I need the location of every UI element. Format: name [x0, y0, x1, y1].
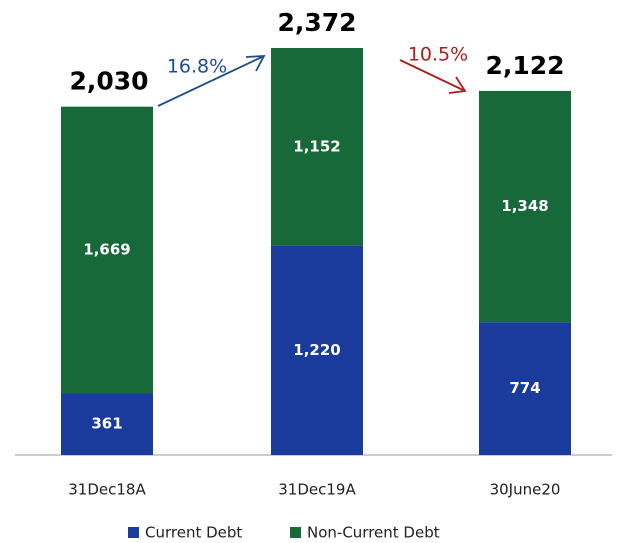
bar-segment: [479, 322, 571, 455]
bar-segment: [271, 245, 363, 455]
bar-segment: [61, 106, 153, 394]
bar-segment: [61, 393, 153, 455]
data-label: 1,152: [293, 137, 340, 155]
legend-label: Non-Current Debt: [307, 524, 440, 542]
x-tick-label: 31Dec19A: [278, 481, 356, 499]
total-label: 2,122: [485, 51, 564, 80]
total-label: 2,372: [277, 8, 356, 37]
bar-segment: [479, 90, 571, 323]
data-label: 361: [91, 415, 122, 433]
annotation: 16.8%: [167, 56, 227, 78]
decline-arrow: [399, 59, 467, 94]
annotation: 10.5%: [408, 44, 468, 66]
growth-arrow: [157, 55, 266, 107]
legend-swatch: [290, 527, 301, 538]
data-label: 774: [509, 379, 540, 397]
data-label: 1,669: [83, 240, 130, 258]
x-tick-label: 31Dec18A: [68, 481, 146, 499]
x-tick-label: 30June20: [490, 481, 561, 499]
bar-segment: [271, 48, 363, 246]
legend-label: Current Debt: [145, 524, 242, 542]
data-label: 1,220: [293, 341, 340, 359]
legend-swatch: [128, 527, 139, 538]
data-label: 1,348: [501, 197, 548, 215]
total-label: 2,030: [69, 67, 148, 96]
